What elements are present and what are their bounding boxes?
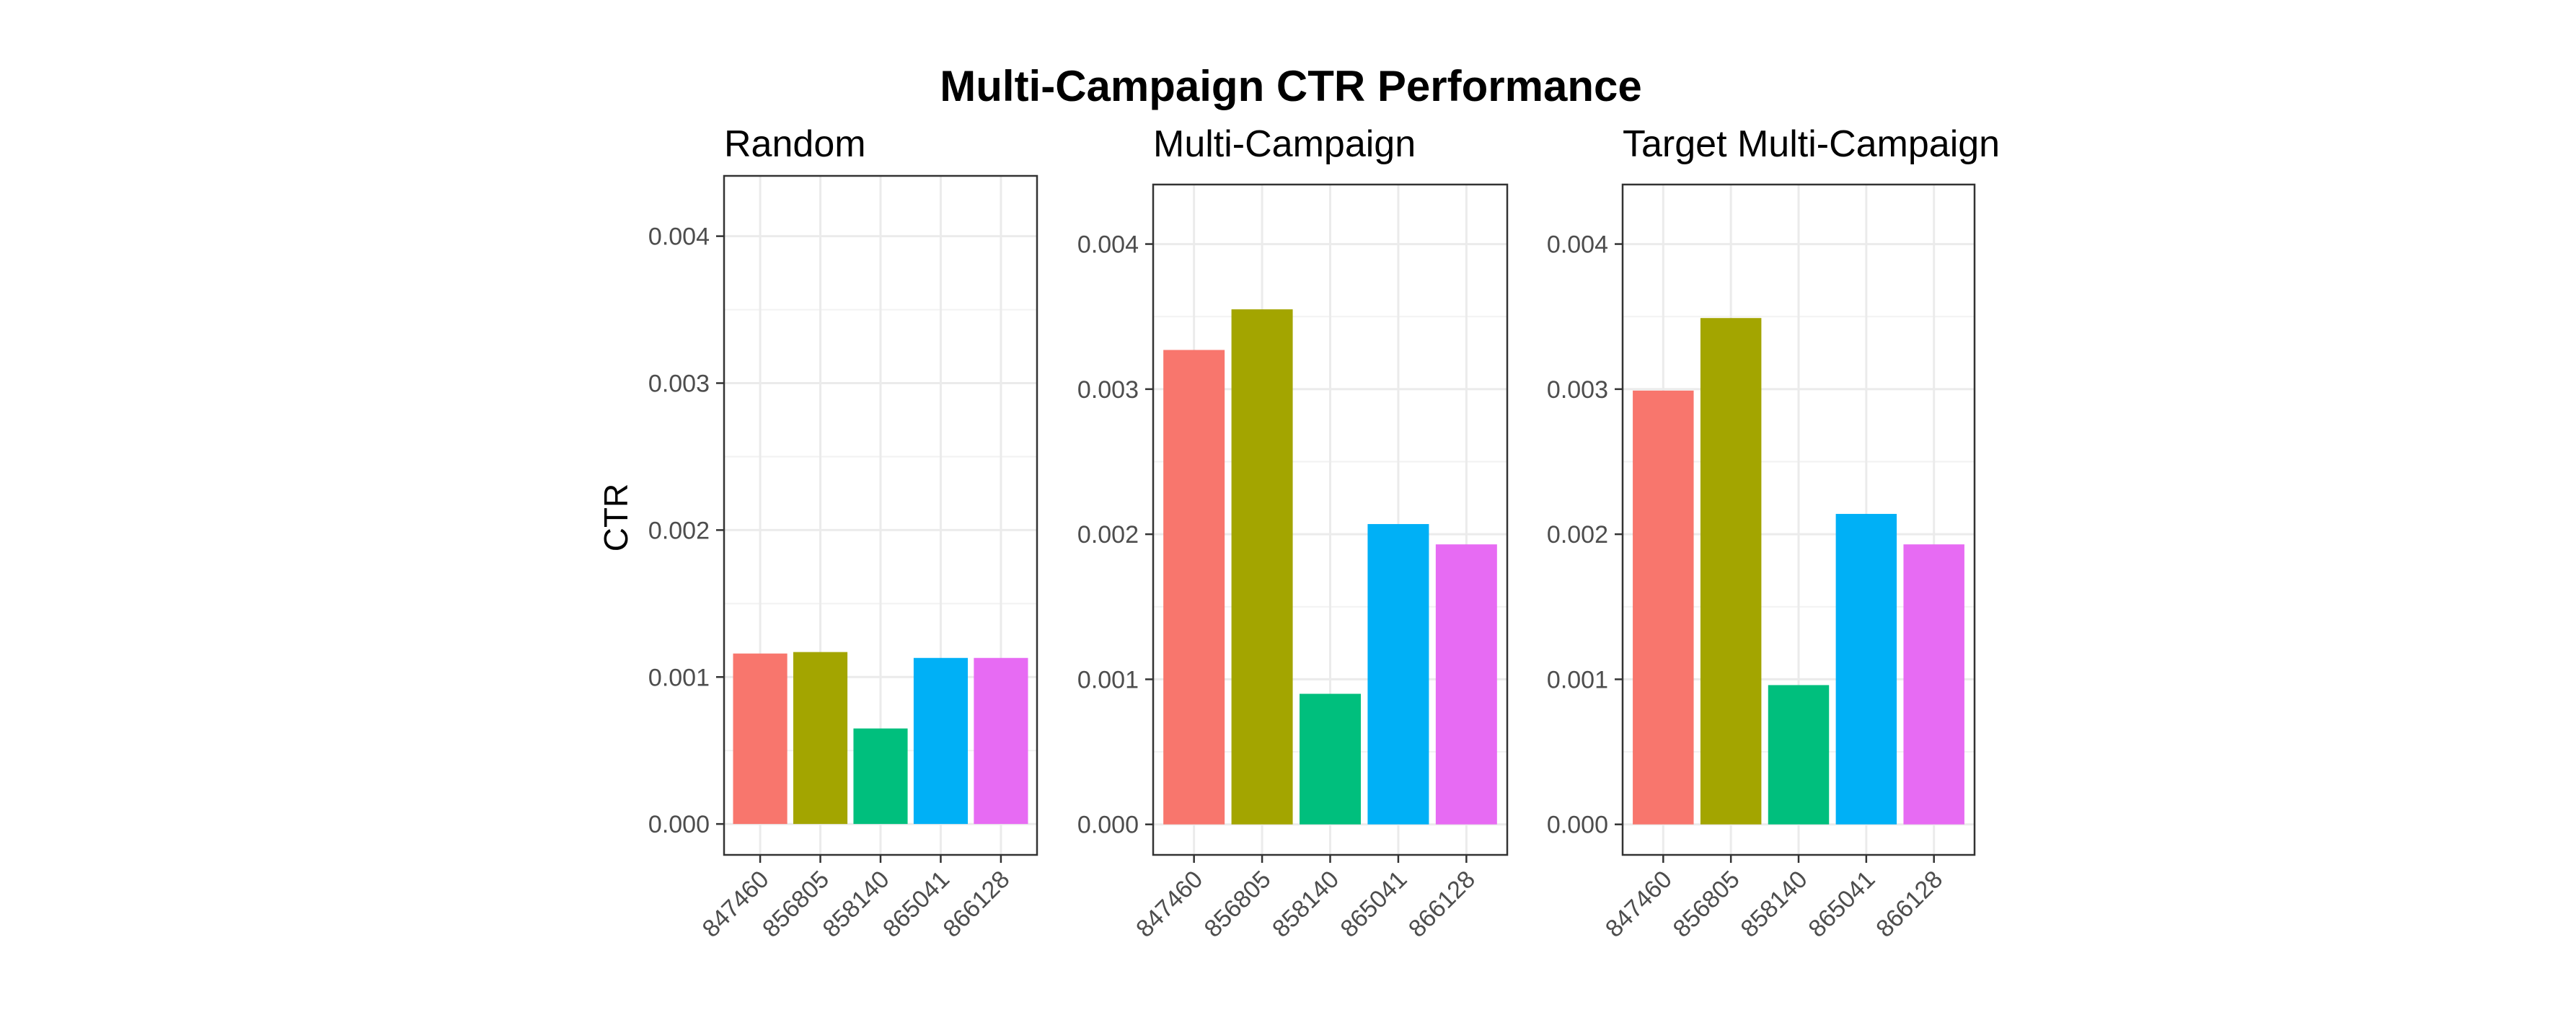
bar-866128 xyxy=(1435,544,1497,825)
y-tick-label: 0.001 xyxy=(648,664,710,691)
bar-866128 xyxy=(1903,544,1964,825)
x-tick-label: 858140 xyxy=(1736,866,1813,943)
x-tick-label: 856805 xyxy=(1199,866,1276,943)
y-tick-label: 0.004 xyxy=(1077,231,1139,259)
bar-865041 xyxy=(913,657,969,825)
x-tick-label: 866128 xyxy=(1403,866,1481,943)
x-tick-label: 858140 xyxy=(818,866,895,943)
panel-1: 0.000 0.001 0.002 0.003 0.004 847460856805858… xyxy=(1077,123,1509,943)
bar-856805 xyxy=(1700,318,1762,825)
bar-858140 xyxy=(853,728,908,825)
x-tick-label: 847460 xyxy=(697,866,775,943)
bar-847460 xyxy=(1633,390,1694,825)
panel-title: Multi-Campaign xyxy=(1153,123,1416,165)
bar-847460 xyxy=(1163,350,1225,825)
y-tick-label: 0.000 xyxy=(648,811,710,838)
y-tick-label: 0.002 xyxy=(1077,521,1139,549)
y-tick-label: 0.001 xyxy=(1547,666,1608,693)
x-tick-label: 865041 xyxy=(1803,866,1880,943)
bar-865041 xyxy=(1835,513,1897,825)
x-tick-label: 858140 xyxy=(1267,866,1344,943)
bar-856805 xyxy=(793,652,848,825)
x-tick-label: 865041 xyxy=(1335,866,1412,943)
x-tick-label: 865041 xyxy=(878,866,955,943)
y-tick-label: 0.000 xyxy=(1547,812,1608,839)
x-tick-label: 847460 xyxy=(1600,866,1677,943)
bar-856805 xyxy=(1231,309,1293,825)
x-tick-label: 856805 xyxy=(757,866,834,943)
panel-title: Target Multi-Campaign xyxy=(1623,123,2000,165)
y-tick-label: 0.003 xyxy=(648,370,710,398)
bar-866128 xyxy=(974,657,1028,825)
y-tick-label: 0.003 xyxy=(1547,376,1608,404)
y-tick-label: 0.003 xyxy=(1077,376,1139,404)
y-tick-label: 0.002 xyxy=(648,517,710,544)
chart-title: Multi-Campaign CTR Performance xyxy=(940,62,1641,110)
bar-858140 xyxy=(1768,685,1830,825)
x-tick-label: 847460 xyxy=(1131,866,1208,943)
x-tick-label: 866128 xyxy=(938,866,1015,943)
bar-858140 xyxy=(1300,693,1361,825)
y-tick-label: 0.002 xyxy=(1547,521,1608,549)
y-tick-label: 0.001 xyxy=(1077,666,1139,693)
panel-0: 0.000 0.001 0.002 0.003 0.004 847460856805858… xyxy=(648,123,1038,943)
x-tick-label: 856805 xyxy=(1668,866,1745,943)
panel-title: Random xyxy=(724,123,866,165)
panel-2: 0.000 0.001 0.002 0.003 0.004 847460856805858… xyxy=(1547,123,2000,943)
bar-847460 xyxy=(733,653,788,825)
y-tick-label: 0.000 xyxy=(1077,812,1139,839)
y-tick-label: 0.004 xyxy=(1547,231,1608,259)
y-axis-title: CTR xyxy=(597,484,635,552)
bar-865041 xyxy=(1367,524,1429,825)
x-tick-label: 866128 xyxy=(1871,866,1948,943)
y-tick-label: 0.004 xyxy=(648,223,710,251)
